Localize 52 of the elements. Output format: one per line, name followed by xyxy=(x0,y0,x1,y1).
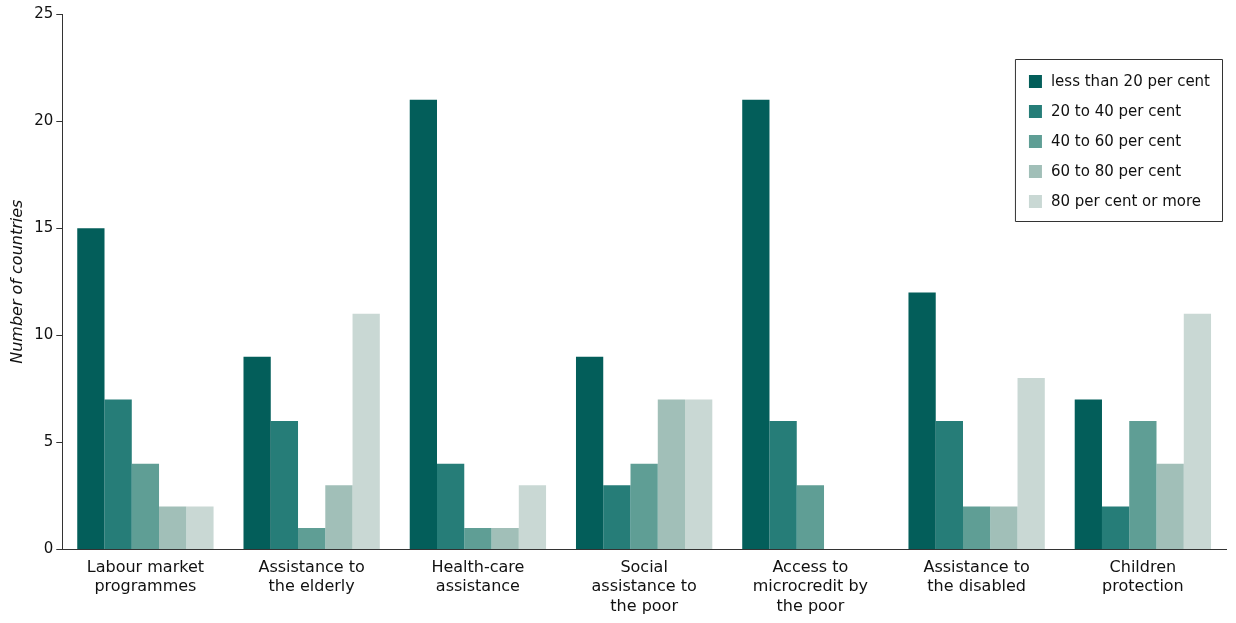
bar xyxy=(1129,420,1157,549)
legend-label: 80 per cent or more xyxy=(1050,191,1202,210)
bar xyxy=(464,527,492,549)
x-tick-label: Health-care assistance xyxy=(431,557,525,596)
bar xyxy=(491,527,519,549)
bar xyxy=(409,99,437,549)
bar xyxy=(963,506,991,549)
bar xyxy=(935,420,963,549)
legend-label: less than 20 per cent xyxy=(1050,71,1211,90)
bar xyxy=(131,463,160,549)
x-tick-label: Children protection xyxy=(1102,557,1184,596)
y-tick-label: 5 xyxy=(43,432,54,451)
bar xyxy=(325,485,353,549)
legend-label: 20 to 40 per cent xyxy=(1050,101,1182,120)
bar xyxy=(657,399,686,549)
bar xyxy=(603,485,631,549)
bar xyxy=(1017,378,1045,549)
bar xyxy=(630,463,658,549)
bar xyxy=(437,463,465,549)
bar xyxy=(270,420,299,549)
x-tick-label: Access to microcredit by the poor xyxy=(752,557,869,615)
y-tick-label: 10 xyxy=(34,325,54,344)
x-tick-label: Labour market programmes xyxy=(86,557,205,596)
bar xyxy=(685,399,713,549)
bar xyxy=(1101,506,1130,549)
bar xyxy=(908,292,936,549)
bar xyxy=(1074,399,1102,549)
bar xyxy=(104,399,132,549)
y-axis-title: Number of countries xyxy=(6,199,26,364)
bar xyxy=(1156,463,1184,549)
y-tick-label: 20 xyxy=(34,110,54,129)
y-tick-label: 25 xyxy=(34,3,54,22)
bar xyxy=(77,228,105,549)
bar xyxy=(796,485,825,549)
bar xyxy=(518,485,547,549)
bar xyxy=(742,99,770,549)
x-tick-label: Assistance to the elderly xyxy=(258,557,365,596)
bar xyxy=(990,506,1018,549)
bar xyxy=(1183,313,1212,549)
x-tick-label: Social assistance to the poor xyxy=(591,557,697,615)
x-tick-label: Assistance to the disabled xyxy=(923,557,1030,596)
bar xyxy=(298,527,326,549)
bar xyxy=(186,506,214,549)
y-tick-label: 15 xyxy=(34,218,54,237)
bar xyxy=(575,356,604,549)
bar xyxy=(769,420,797,549)
bar xyxy=(159,506,187,549)
bar xyxy=(243,356,271,549)
y-tick-label: 0 xyxy=(43,539,54,558)
legend-label: 60 to 80 per cent xyxy=(1050,161,1182,180)
legend-label: 40 to 60 per cent xyxy=(1050,131,1182,150)
bar xyxy=(352,313,380,549)
